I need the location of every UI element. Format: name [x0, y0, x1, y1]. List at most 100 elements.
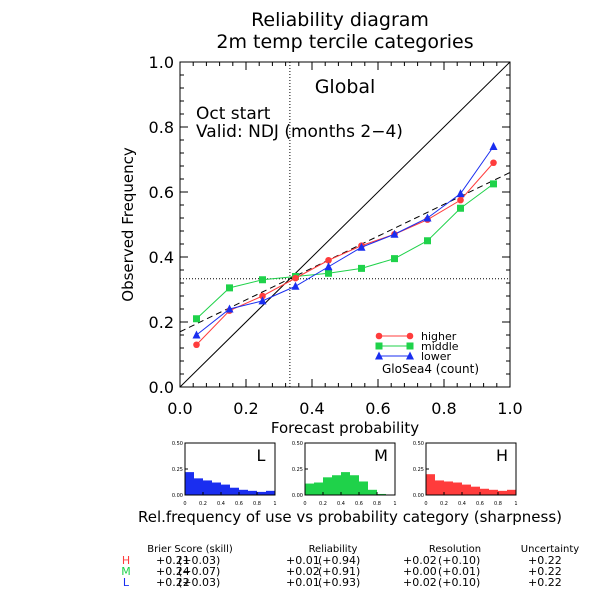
histogram-bar-lower [185, 472, 194, 495]
y-axis-label: Observed Frequency [119, 147, 137, 302]
histogram-x-tick-label: 0.4 [337, 501, 345, 507]
resolution-skill: (+0.10) [438, 576, 480, 589]
histogram-bar-middle [359, 481, 368, 495]
brier-skill: (−0.07) [178, 565, 220, 578]
histogram-x-tick-label: 0.6 [235, 501, 243, 507]
histogram-bar-higher [435, 480, 444, 495]
histogram-bar-middle [314, 482, 323, 495]
histogram-y-tick-label: 0.50 [172, 441, 183, 447]
data-point-middle [391, 255, 398, 263]
uncertainty-score: +0.22 [528, 565, 562, 578]
histogram-bar-middle [323, 477, 332, 495]
legend-label-middle: middle [421, 340, 459, 353]
histogram-bar-lower [212, 482, 221, 495]
score-header: Reliability [309, 544, 358, 555]
perfect-reliability-line [179, 61, 511, 388]
resolution-skill: (+0.01) [438, 565, 480, 578]
chart-title: Reliability diagram [251, 9, 429, 31]
brier-score: +0.21 [156, 554, 190, 567]
data-point-lower [258, 296, 267, 305]
y-tick-label: 0.6 [149, 183, 174, 202]
histogram-bar-middle [332, 475, 341, 495]
histogram-bar-higher [498, 490, 507, 495]
score-header: Uncertainty [521, 544, 580, 555]
data-point-middle [457, 204, 464, 212]
score-row-label: L [123, 576, 130, 589]
brier-skill: (+0.03) [178, 554, 220, 567]
x-tick-label: 0.0 [167, 399, 192, 418]
data-point-higher [325, 256, 332, 264]
data-point-lower [324, 262, 333, 271]
data-point-higher [292, 274, 299, 282]
resolution-skill: (+0.10) [438, 554, 480, 567]
histogram-middle: 0 0.2 0.4 0.6 0.8 1 0.00 0.25 0.50 M [292, 441, 397, 507]
histogram-x-tick-label: 0 [183, 501, 186, 507]
series-line-middle [196, 183, 494, 320]
region-label: Global [315, 76, 376, 98]
histogram-bar-lower [230, 487, 239, 495]
reliability-score: +0.02 [286, 565, 320, 578]
reliability-score: +0.01 [286, 554, 320, 567]
data-point-middle [193, 315, 200, 323]
data-point-lower [456, 189, 465, 198]
start-label: Oct start [196, 104, 271, 124]
histogram-x-tick-label: 0.6 [476, 501, 484, 507]
brier-score: +0.22 [156, 576, 190, 589]
histogram-bar-middle [350, 475, 359, 495]
histogram-x-tick-label: 0 [424, 501, 427, 507]
histogram-x-tick-label: 0.4 [217, 501, 225, 507]
reliability-skill: (+0.94) [318, 554, 360, 567]
sharpness-histograms: 0 0.2 0.4 0.6 0.8 1 0.00 0.25 0.50 L 0 0.2 0.4 0.6 0.8… [172, 441, 518, 507]
histogram-label-lower: L [257, 446, 266, 465]
data-point-lower [390, 229, 399, 238]
histogram-bar-lower [221, 484, 230, 495]
histogram-x-tick-label: 0.8 [373, 501, 381, 507]
series-lower [192, 142, 498, 339]
legend-label-lower: lower [421, 350, 452, 363]
histogram-y-tick-label: 0.00 [292, 493, 303, 499]
y-tick-label: 1.0 [149, 53, 174, 72]
histogram-bar-lower [203, 480, 212, 495]
histogram-bar-higher [480, 488, 489, 495]
resolution-score: +0.02 [403, 576, 437, 589]
data-point-lower [192, 330, 201, 339]
histogram-x-tick-label: 0.2 [319, 501, 327, 507]
x-tick-label: 0.2 [233, 399, 258, 418]
histogram-bar-middle [377, 493, 386, 495]
histogram-x-tick-label: 0 [303, 501, 306, 507]
data-point-higher [193, 341, 200, 349]
histogram-bar-middle [305, 483, 314, 495]
histogram-y-tick-label: 0.00 [413, 493, 424, 499]
histogram-x-tick-label: 0.8 [494, 501, 502, 507]
data-point-middle [226, 284, 233, 292]
histogram-bar-higher [471, 486, 480, 495]
histogram-x-tick-label: 0.4 [458, 501, 466, 507]
histogram-x-tick-label: 1 [393, 501, 396, 507]
histogram-bar-higher [426, 474, 435, 495]
score-row-label: M [121, 565, 131, 578]
x-tick-label: 1.0 [497, 399, 522, 418]
legend-marker-middle [375, 342, 383, 350]
histogram-bar-lower [266, 490, 275, 495]
histogram-lower: 0 0.2 0.4 0.6 0.8 1 0.00 0.25 0.50 L [172, 441, 277, 507]
histogram-bar-higher [453, 482, 462, 495]
histogram-bar-lower [239, 489, 248, 495]
data-point-lower [225, 304, 234, 313]
x-tick-label: 0.6 [365, 399, 390, 418]
data-point-lower [423, 213, 432, 222]
resolution-score: +0.02 [403, 554, 437, 567]
histogram-x-tick-label: 0.6 [355, 501, 363, 507]
y-tick-label: 0.8 [149, 118, 174, 137]
histogram-bar-higher [462, 484, 471, 495]
legend-note: GloSea4 (count) [382, 362, 479, 376]
uncertainty-score: +0.22 [528, 576, 562, 589]
histogram-y-tick-label: 0.25 [292, 467, 303, 473]
histogram-y-tick-label: 0.00 [172, 493, 183, 499]
histogram-bar-higher [507, 489, 516, 495]
data-point-higher [457, 196, 464, 204]
histogram-higher: 0 0.2 0.4 0.6 0.8 1 0.00 0.25 0.50 H [413, 441, 518, 507]
legend-marker-higher [406, 332, 414, 340]
data-point-middle [490, 180, 497, 188]
